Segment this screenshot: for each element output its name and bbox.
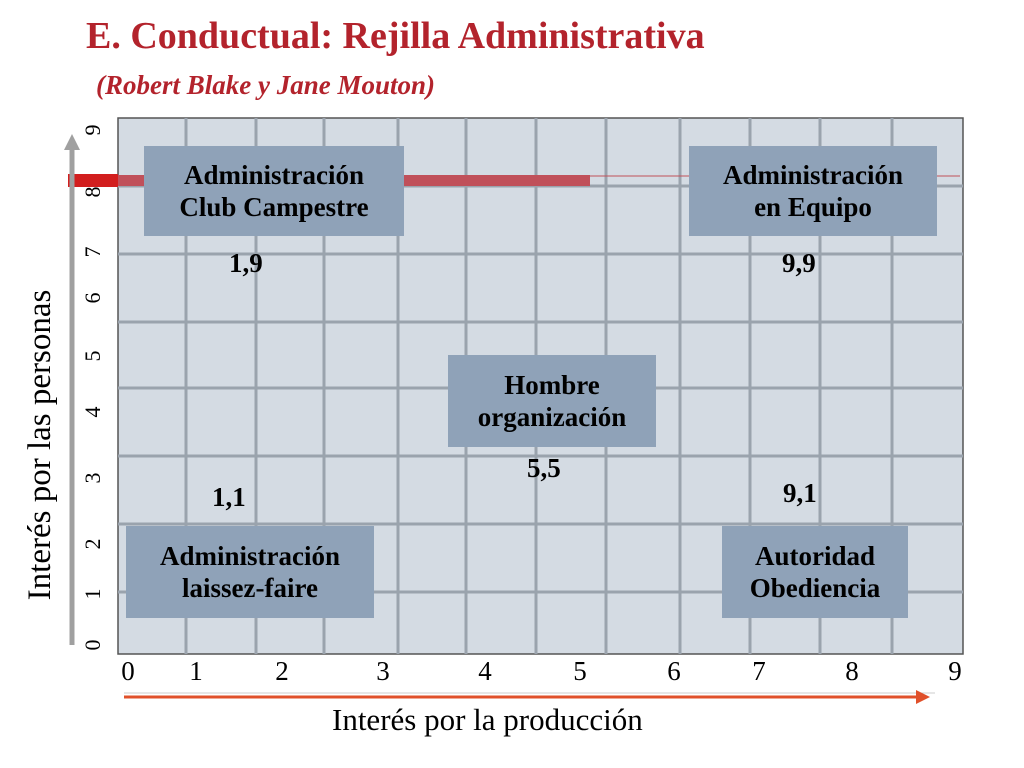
x-axis-label: Interés por la producción — [332, 702, 643, 737]
y-tick: 2 — [80, 538, 105, 550]
x-tick: 0 — [121, 656, 135, 686]
x-tick: 1 — [189, 656, 203, 686]
x-tick: 6 — [667, 656, 681, 686]
y-tick: 4 — [80, 406, 105, 418]
style-box-autoridad: Autoridad Obediencia — [722, 526, 908, 618]
coord-club-campestre: 1,9 — [229, 248, 263, 278]
y-tick: 0 — [80, 639, 105, 651]
x-axis-arrow-head — [916, 690, 930, 704]
x-tick: 8 — [845, 656, 859, 686]
x-tick: 4 — [478, 656, 492, 686]
slide-subtitle: (Robert Blake y Jane Mouton) — [96, 70, 436, 100]
y-tick: 9 — [80, 124, 105, 136]
y-axis-arrow-head — [64, 134, 80, 150]
coord-organizacion: 5,5 — [527, 453, 561, 483]
coord-autoridad: 9,1 — [783, 478, 817, 508]
x-tick: 3 — [376, 656, 390, 686]
style-box-equipo: Administración en Equipo — [689, 146, 937, 236]
y-axis-label: Interés por las personas — [22, 289, 58, 601]
style-box-club-campestre: Administración Club Campestre — [144, 146, 404, 236]
coord-laissez-faire: 1,1 — [212, 482, 246, 512]
y-tick: 5 — [80, 350, 105, 362]
coord-equipo: 9,9 — [782, 248, 816, 278]
x-tick: 9 — [948, 656, 962, 686]
style-box-organizacion: Hombre organización — [448, 355, 656, 447]
y-tick: 8 — [80, 186, 105, 198]
y-tick: 6 — [80, 292, 105, 304]
slide-title: E. Conductual: Rejilla Administrativa — [86, 15, 705, 57]
x-tick: 5 — [573, 656, 587, 686]
x-tick: 2 — [275, 656, 289, 686]
accent-bar-thick — [68, 174, 118, 187]
y-tick: 3 — [80, 472, 105, 484]
style-box-laissez-faire: Administración laissez-faire — [126, 526, 374, 618]
y-tick: 7 — [80, 246, 105, 258]
x-tick: 7 — [752, 656, 766, 686]
y-tick: 1 — [80, 588, 105, 600]
